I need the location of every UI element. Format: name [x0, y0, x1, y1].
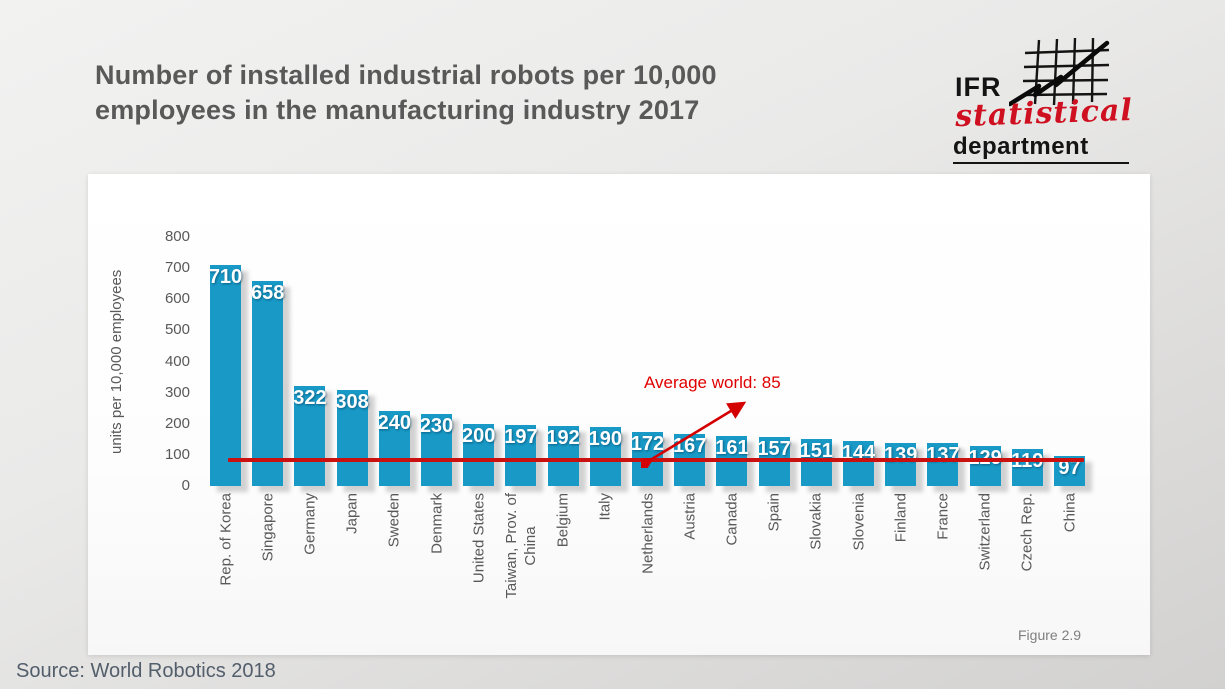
- bar-value-label: 144: [841, 442, 876, 464]
- bar-value-label: 710: [208, 266, 243, 288]
- y-axis-tick-label: 500: [164, 321, 190, 339]
- bar: [421, 414, 452, 486]
- bar: [336, 390, 368, 486]
- bar-value-label: 240: [377, 412, 411, 434]
- bar: [969, 446, 1001, 486]
- page-title: Number of installed industrial robots pe…: [95, 60, 717, 125]
- x-axis-category-label: Czech Rep.: [1018, 493, 1036, 572]
- bar-value-label: 151: [799, 440, 833, 462]
- bar-value-label: 190: [588, 428, 622, 450]
- source-citation: Source: World Robotics 2018: [16, 660, 276, 682]
- y-axis-tick-label: 0: [181, 477, 190, 494]
- chart-panel: units per 10,000 employees 0 100 200 300 400…: [88, 174, 1150, 655]
- bar-value-label: 200: [462, 425, 496, 447]
- y-axis-tick-label: 800: [164, 228, 190, 245]
- y-axis-tick-label: 400: [164, 352, 190, 370]
- bar-value-label: 230: [419, 415, 454, 437]
- department-logo-text: department: [953, 133, 1089, 160]
- bar-value-label: 137: [926, 444, 960, 466]
- bar: [505, 425, 537, 486]
- x-axis-category-label: Netherlands: [639, 493, 656, 574]
- x-axis-category-label: Germany: [301, 493, 319, 555]
- y-axis-tick-label: 300: [164, 383, 190, 401]
- bar: [210, 265, 241, 486]
- y-axis-tick-label: 200: [164, 414, 190, 432]
- logo-underline: [953, 162, 1129, 164]
- x-axis-category-label: Spain: [765, 493, 783, 532]
- x-axis-category-label: Denmark: [428, 493, 445, 554]
- bar: [294, 386, 326, 486]
- bar: [589, 427, 621, 486]
- bar: [463, 424, 495, 486]
- x-axis-category-label: Sweden: [385, 493, 403, 548]
- x-axis-category-label: Japan: [343, 493, 361, 534]
- average-annotation-arrow-icon: [641, 401, 747, 468]
- bar: [1011, 449, 1043, 486]
- ifr-logo-text: IFR: [955, 72, 1002, 102]
- x-axis-category-label: Canada: [723, 493, 741, 546]
- x-axis-category-label: Taiwan, Prov. of China: [502, 493, 539, 599]
- bar-value-label: 197: [504, 426, 538, 448]
- x-axis-category-label: Finland: [892, 493, 910, 543]
- bar-value-label: 322: [293, 387, 327, 409]
- x-axis-category-label: Belgium: [554, 493, 572, 548]
- bar: [800, 439, 832, 486]
- y-axis-tick-label: 100: [164, 445, 190, 463]
- x-axis-category-label: Austria: [681, 493, 699, 540]
- bar: [252, 281, 284, 486]
- x-axis-category-label: United States: [470, 493, 488, 584]
- bar-value-label: 658: [251, 282, 285, 304]
- chart-grid-icon: [1009, 38, 1110, 107]
- x-axis-category-label: France: [934, 493, 952, 540]
- y-axis-tick-label: 600: [164, 290, 190, 308]
- x-axis-category-label: Rep. of Korea: [217, 493, 234, 586]
- bar: [378, 411, 410, 486]
- x-axis-category-label: Singapore: [259, 493, 277, 562]
- average-annotation-label: Average world: 85: [644, 373, 781, 392]
- y-axis-tick-label: 700: [164, 259, 190, 277]
- bar-value-label: 139: [884, 444, 918, 466]
- figure-number-label: Figure 2.9: [1018, 627, 1082, 643]
- ifr-logo: IFR statistical department: [953, 38, 1135, 168]
- x-axis-category-label: Italy: [596, 493, 614, 521]
- bar-value-label: 192: [546, 427, 580, 449]
- bar-value-label: 308: [335, 391, 369, 413]
- bar: [885, 443, 917, 486]
- bar: [843, 441, 874, 486]
- statistical-logo-text: statistical: [954, 92, 1134, 135]
- bar-value-label: 157: [757, 438, 791, 460]
- x-axis-category-label: Switzerland: [976, 493, 994, 571]
- bar: [547, 426, 579, 486]
- y-axis-title: units per 10,000 employees: [108, 269, 125, 454]
- x-axis-category-label: China: [1061, 493, 1078, 533]
- x-axis-category-label: Slovakia: [807, 493, 825, 550]
- x-axis-category-label: Slovenia: [850, 493, 867, 551]
- bar-value-label: 97: [1058, 457, 1081, 479]
- bar: [927, 443, 959, 486]
